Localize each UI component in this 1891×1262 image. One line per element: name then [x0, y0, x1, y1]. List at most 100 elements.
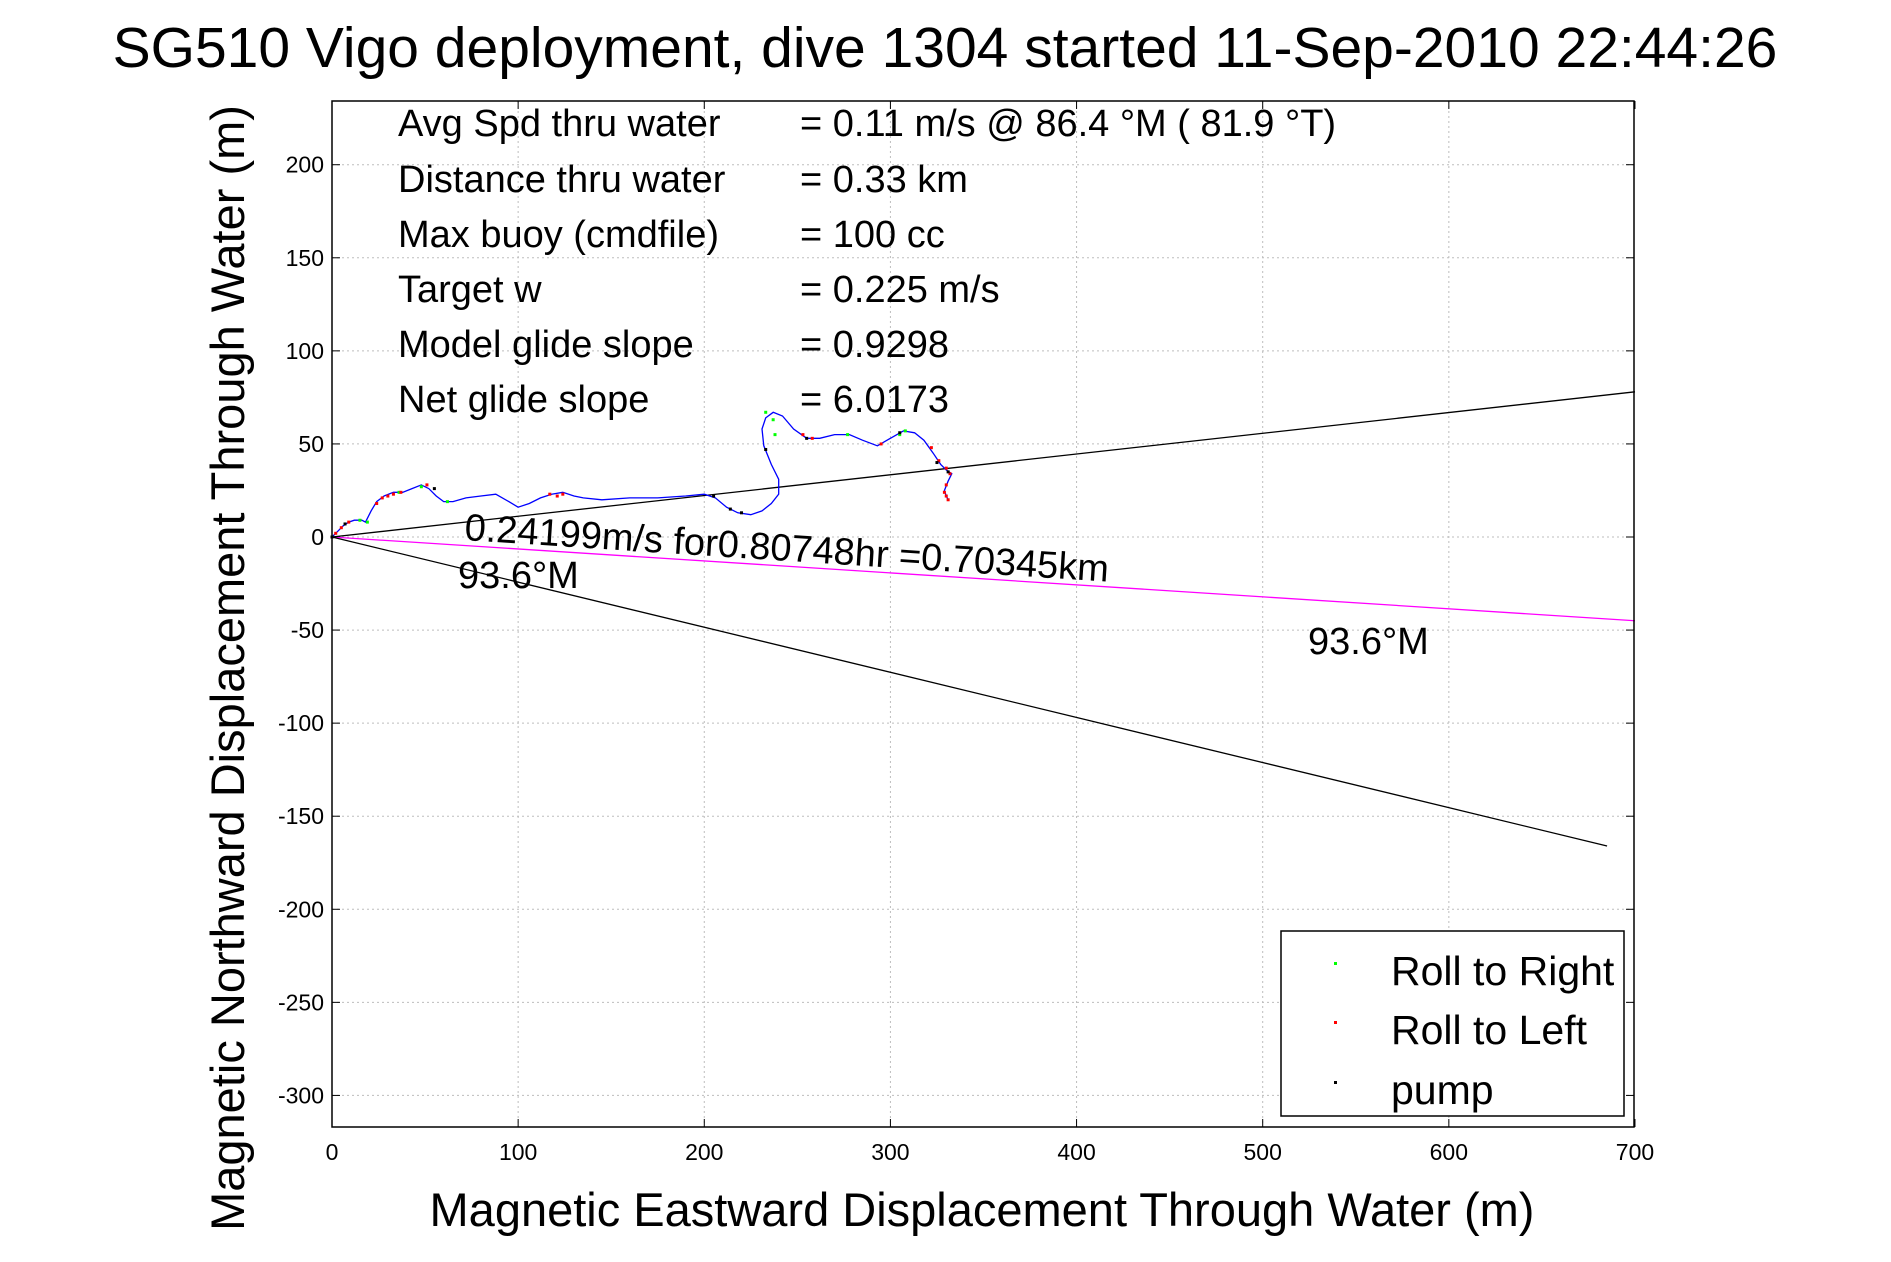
x-tick-label: 300 — [871, 1139, 909, 1165]
track-marker — [445, 500, 449, 504]
y-tick-label: -50 — [291, 617, 324, 643]
y-tick-label: 0 — [311, 524, 324, 550]
y-tick-label: 150 — [286, 245, 324, 271]
y-tick-label: 100 — [286, 338, 324, 364]
reference-line — [331, 536, 1636, 622]
track-marker — [879, 442, 883, 446]
track-line — [331, 411, 953, 538]
x-axis-label: Magnetic Eastward Displacement Through W… — [430, 1183, 1535, 1236]
stat-label: Net glide slope — [398, 379, 649, 421]
stat-value: = 100 cc — [800, 214, 945, 256]
reference-lines — [331, 391, 1636, 847]
track-marker — [903, 429, 907, 433]
track-marker — [358, 518, 362, 522]
y-tick-label: 200 — [286, 152, 324, 178]
track-marker — [898, 431, 902, 435]
track-marker — [942, 490, 946, 494]
legend-label-roll-right: Roll to Right — [1391, 948, 1615, 994]
track-marker — [728, 507, 732, 511]
y-tick-label: 50 — [298, 431, 324, 457]
stat-label: Avg Spd thru water — [398, 103, 721, 145]
x-tick-label: 200 — [685, 1139, 723, 1165]
y-tick-label: -150 — [278, 803, 324, 829]
x-tick-label: 400 — [1057, 1139, 1095, 1165]
track-marker — [425, 483, 429, 487]
track-marker — [805, 436, 809, 440]
track-marker — [386, 494, 390, 498]
track-marker — [937, 459, 941, 463]
stat-label: Distance thru water — [398, 159, 726, 201]
legend-label-roll-left: Roll to Left — [1391, 1007, 1588, 1053]
reference-line — [331, 536, 1608, 847]
x-tick-label: 100 — [499, 1139, 537, 1165]
track-marker — [397, 490, 401, 494]
track-marker — [944, 466, 948, 470]
track-marker — [846, 433, 850, 437]
track-marker — [432, 487, 436, 491]
glider-track — [331, 411, 953, 538]
heading-annotation-right: 93.6°M — [1308, 621, 1429, 663]
stat-label: Model glide slope — [398, 324, 694, 366]
stat-value: = 6.0173 — [800, 379, 949, 421]
track-marker — [419, 485, 423, 489]
legend: Roll to Right Roll to Left pump — [1280, 930, 1625, 1117]
track-marker — [399, 490, 403, 494]
track-marker — [343, 522, 347, 526]
track-marker — [740, 511, 744, 515]
reference-line — [331, 391, 1636, 538]
y-tick-label: -250 — [278, 989, 324, 1015]
track-marker — [764, 448, 768, 452]
stat-label: Target w — [398, 269, 542, 311]
stat-value: = 0.33 km — [800, 159, 968, 201]
legend-marker-roll-left — [1334, 1021, 1337, 1024]
track-marker — [801, 433, 805, 437]
plot-frame — [331, 100, 1635, 1128]
track-marker — [948, 472, 952, 476]
track-marker — [391, 492, 395, 496]
chart-title: SG510 Vigo deployment, dive 1304 started… — [113, 16, 1778, 80]
legend-marker-pump — [1334, 1081, 1337, 1084]
track-marker — [548, 492, 552, 496]
track-marker — [810, 436, 814, 440]
y-axis-ticks: 200 150 100 50 0 -50 -100 -150 -200 -250 -300 — [278, 152, 1634, 1108]
x-tick-label: 500 — [1244, 1139, 1282, 1165]
x-tick-label: 0 — [326, 1139, 339, 1165]
track-marker — [334, 531, 338, 535]
track-marker — [764, 410, 768, 414]
stats-block: Avg Spd thru water = 0.11 m/s @ 86.4 °M … — [398, 103, 1336, 421]
track-marker — [555, 494, 559, 498]
stat-label: Max buoy (cmdfile) — [398, 214, 719, 256]
track-marker — [365, 520, 369, 524]
track-marker — [339, 526, 343, 530]
track-marker — [771, 418, 775, 422]
y-tick-label: -300 — [278, 1082, 324, 1108]
legend-marker-roll-right — [1334, 962, 1337, 965]
track-marker — [375, 501, 379, 505]
track-marker — [944, 494, 948, 498]
y-axis-label: Magnetic Northward Displacement Through … — [201, 105, 254, 1231]
y-tick-label: -200 — [278, 896, 324, 922]
track-marker — [380, 496, 384, 500]
track-marker — [929, 446, 933, 450]
track-marker — [347, 520, 351, 524]
track-marker — [561, 492, 565, 496]
heading-annotation-left: 93.6°M — [458, 555, 579, 597]
track-marker — [946, 470, 950, 474]
track-marker — [946, 498, 950, 502]
y-tick-label: -100 — [278, 710, 324, 736]
track-marker — [935, 461, 939, 465]
stat-value: = 0.9298 — [800, 324, 949, 366]
stat-value: = 0.225 m/s — [800, 269, 1000, 311]
x-tick-label: 700 — [1616, 1139, 1654, 1165]
track-marker — [898, 433, 902, 437]
x-axis-ticks: 0 100 200 300 400 500 600 700 — [326, 101, 1654, 1165]
track-marker — [773, 433, 777, 437]
x-tick-label: 600 — [1430, 1139, 1468, 1165]
legend-box — [1280, 930, 1625, 1117]
stat-value: = 0.11 m/s @ 86.4 °M ( 81.9 °T) — [800, 103, 1336, 145]
legend-label-pump: pump — [1391, 1067, 1494, 1113]
track-marker — [944, 483, 948, 487]
track-markers — [330, 410, 952, 539]
track-marker — [712, 494, 716, 498]
